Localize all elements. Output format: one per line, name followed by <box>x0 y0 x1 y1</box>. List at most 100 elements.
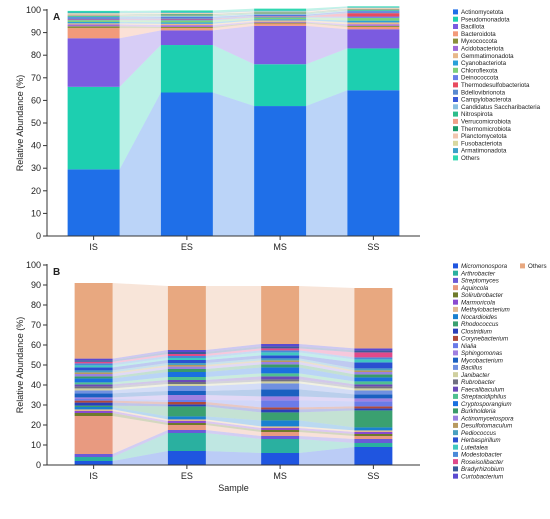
bar-segment <box>261 352 300 356</box>
legend-swatch <box>453 379 458 385</box>
flow-band <box>119 14 161 16</box>
legend-label: Pediococcus <box>461 430 496 437</box>
flow-band <box>112 433 168 461</box>
flow-band <box>119 21 161 24</box>
bar-segment <box>347 6 400 8</box>
legend-swatch <box>453 45 458 51</box>
bar-segment <box>167 402 206 405</box>
bar-segment <box>167 360 206 363</box>
legend-swatch <box>453 328 458 334</box>
bar-segment <box>160 19 213 21</box>
legend-label: Streptomyces <box>461 278 499 285</box>
bar-segment <box>354 408 393 411</box>
bar-segment <box>347 8 400 9</box>
flow-band <box>112 413 168 425</box>
flow-band <box>119 24 161 27</box>
flow-band <box>212 25 255 65</box>
flow-band <box>306 7 348 12</box>
legend-swatch <box>453 67 458 73</box>
flow-band <box>205 451 262 465</box>
legend-swatch <box>453 444 458 450</box>
bar-segment <box>167 423 206 425</box>
y-tick-label: 30 <box>31 400 41 410</box>
bar-segment <box>261 350 300 353</box>
flow-band <box>112 352 168 362</box>
flow-band <box>299 348 355 358</box>
bar-segment <box>261 358 300 361</box>
bar-segment <box>261 412 300 421</box>
legend-swatch <box>453 97 458 102</box>
legend-label: Sphingomonas <box>461 350 502 357</box>
bar-segment <box>167 356 206 358</box>
y-tick-label: 0 <box>36 231 41 241</box>
flow-band <box>205 406 262 421</box>
bar-segment <box>167 382 206 384</box>
legend-swatch <box>453 16 458 22</box>
flow-band <box>112 407 168 420</box>
flow-band <box>205 423 262 432</box>
legend-swatch <box>453 24 458 29</box>
legend-swatch <box>453 292 458 298</box>
bar-segment <box>354 432 393 434</box>
flow-band <box>299 432 355 439</box>
flow-band <box>299 426 355 432</box>
bar-segment <box>67 19 120 21</box>
legend-label: Bradyrhizobium <box>461 466 504 473</box>
bar-segment <box>347 11 400 13</box>
bar-segment <box>254 22 307 24</box>
flow-band <box>112 372 168 383</box>
flow-band <box>112 405 168 417</box>
bar-segment <box>261 389 300 397</box>
legend-label: Nitrospirota <box>461 111 493 118</box>
bar-segment <box>74 397 113 399</box>
legend-label: Cyanobacteriota <box>461 60 507 67</box>
bar-segment <box>160 25 213 27</box>
legend-swatch <box>453 350 458 356</box>
bar-segment <box>354 394 393 399</box>
bar-segment <box>67 86 120 170</box>
legend-label: Corynebacterium <box>461 336 508 343</box>
legend-label: Bacillus <box>461 365 482 372</box>
bar-segment <box>74 388 113 391</box>
legend-swatch <box>453 459 458 465</box>
legend-label: Planctomycetota <box>461 133 507 140</box>
legend-swatch <box>453 401 458 407</box>
legend-swatch <box>453 285 458 291</box>
bar-segment <box>67 13 120 14</box>
bar-segment <box>67 17 120 19</box>
bar-segment <box>347 16 400 18</box>
flow-band <box>299 381 355 391</box>
flow-band <box>205 346 262 354</box>
flow-band <box>119 23 161 26</box>
legend-swatch <box>453 335 458 341</box>
flow-band <box>205 402 262 410</box>
bar-segment <box>261 426 300 428</box>
bar-segment <box>354 410 393 428</box>
bar-segment <box>67 12 120 14</box>
legend-swatch <box>453 155 458 161</box>
legend-swatch <box>453 263 458 269</box>
flow-band <box>299 436 355 443</box>
flow-band <box>112 409 168 421</box>
legend-label: Aquincola <box>460 285 489 292</box>
y-tick-label: 40 <box>31 141 41 151</box>
bar-segment <box>67 21 120 24</box>
legend-label: Bacteroidota <box>461 31 496 38</box>
panel-b: 0 10 20 30 40 50 60 70 80 90 100 IS ES MS SS Relative A… <box>15 260 547 493</box>
legend-label: Desulfotomaculum <box>461 423 512 430</box>
flow-band <box>112 369 168 379</box>
legend-label: Curtobacterium <box>461 473 503 480</box>
flow-band <box>212 10 255 13</box>
legend-label: Janibacter <box>460 372 490 379</box>
flow-band <box>306 9 348 14</box>
bar-segment <box>261 373 300 377</box>
y-tick-label: 100 <box>26 5 41 15</box>
bar-segment <box>160 22 213 24</box>
bar-segment <box>261 396 300 401</box>
flow-band <box>119 45 161 170</box>
flow-band <box>205 352 262 360</box>
bar-segment <box>167 416 206 420</box>
bar-segment <box>167 386 206 391</box>
bar-segment <box>74 382 113 385</box>
y-axis-title: Relative Abundance (%) <box>15 317 25 414</box>
